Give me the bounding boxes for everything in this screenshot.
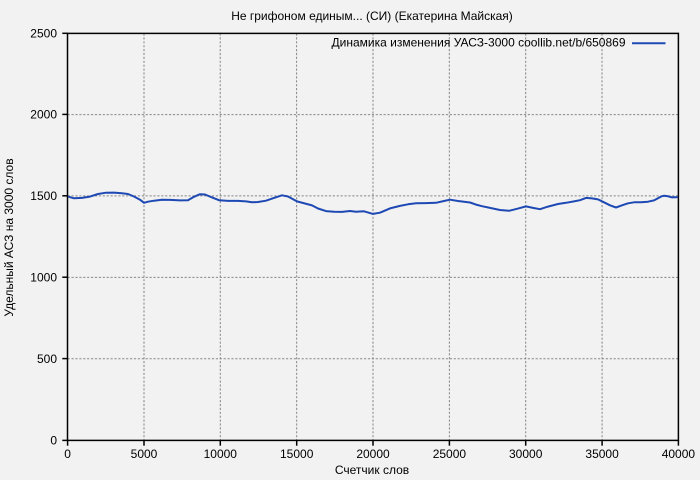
svg-text:0: 0 [64,447,71,461]
svg-text:40000: 40000 [662,447,696,461]
svg-text:2500: 2500 [30,27,57,41]
svg-text:Не грифоном единым... (СИ) (Ек: Не грифоном единым... (СИ) (Екатерина Ма… [231,9,513,23]
svg-text:Счетчик слов: Счетчик слов [335,463,409,477]
svg-text:1000: 1000 [30,271,57,285]
svg-text:15000: 15000 [280,447,314,461]
svg-text:5000: 5000 [131,447,158,461]
svg-text:20000: 20000 [356,447,390,461]
svg-text:Удельный АСЗ на 3000 слов: Удельный АСЗ на 3000 слов [2,158,16,316]
svg-text:10000: 10000 [204,447,238,461]
svg-text:Динамика изменения УАСЗ-3000 c: Динамика изменения УАСЗ-3000 coollib.net… [332,35,626,49]
svg-text:1500: 1500 [30,189,57,203]
svg-text:0: 0 [50,434,57,448]
svg-text:35000: 35000 [585,447,619,461]
svg-text:25000: 25000 [433,447,467,461]
svg-text:30000: 30000 [509,447,543,461]
svg-text:2000: 2000 [30,108,57,122]
svg-text:500: 500 [37,352,57,366]
